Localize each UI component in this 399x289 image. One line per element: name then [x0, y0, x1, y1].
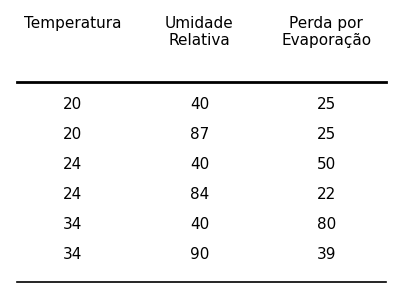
Text: 25: 25: [317, 127, 336, 142]
Text: 90: 90: [190, 247, 209, 262]
Text: 80: 80: [317, 217, 336, 232]
Text: Perda por
Evaporação: Perda por Evaporação: [281, 16, 371, 48]
Text: 84: 84: [190, 187, 209, 202]
Text: 24: 24: [63, 157, 82, 172]
Text: 40: 40: [190, 157, 209, 172]
Text: 24: 24: [63, 187, 82, 202]
Text: 87: 87: [190, 127, 209, 142]
Text: 50: 50: [317, 157, 336, 172]
Text: 40: 40: [190, 97, 209, 112]
Text: 25: 25: [317, 97, 336, 112]
Text: 34: 34: [63, 247, 83, 262]
Text: Umidade
Relativa: Umidade Relativa: [165, 16, 234, 48]
Text: 39: 39: [316, 247, 336, 262]
Text: 22: 22: [317, 187, 336, 202]
Text: Temperatura: Temperatura: [24, 16, 121, 31]
Text: 20: 20: [63, 127, 82, 142]
Text: 40: 40: [190, 217, 209, 232]
Text: 20: 20: [63, 97, 82, 112]
Text: 34: 34: [63, 217, 83, 232]
